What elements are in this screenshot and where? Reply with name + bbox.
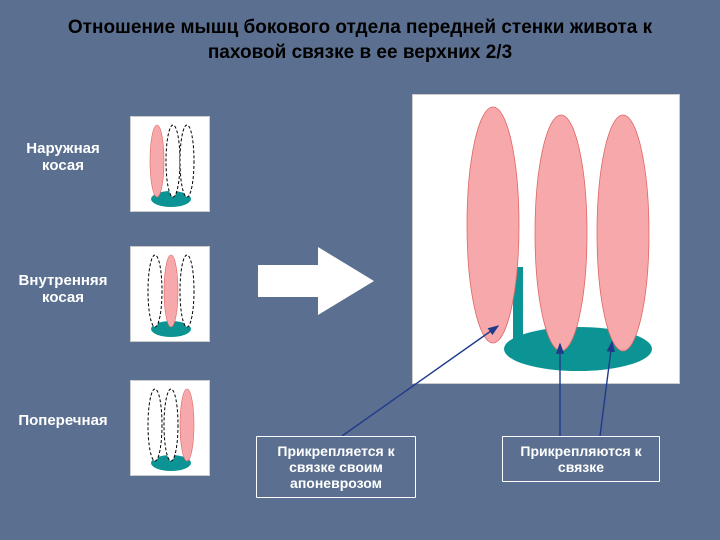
small-diagram-ext-oblique [130, 116, 210, 212]
slide-title: Отношение мышц бокового отдела передней … [40, 16, 680, 65]
arrow-right [258, 245, 368, 315]
small-diagram-int-oblique [130, 246, 210, 342]
label-ext-oblique: Наружная косая [8, 140, 118, 174]
big-diagram [412, 94, 680, 384]
caption-attach: Прикрепляются к связке [502, 436, 660, 482]
caption-aponeurosis: Прикрепляется к связке своим апоневрозом [256, 436, 416, 498]
label-transverse: Поперечная [8, 412, 118, 429]
label-int-oblique: Внутренняя косая [8, 272, 118, 306]
small-diagram-transverse [130, 380, 210, 476]
